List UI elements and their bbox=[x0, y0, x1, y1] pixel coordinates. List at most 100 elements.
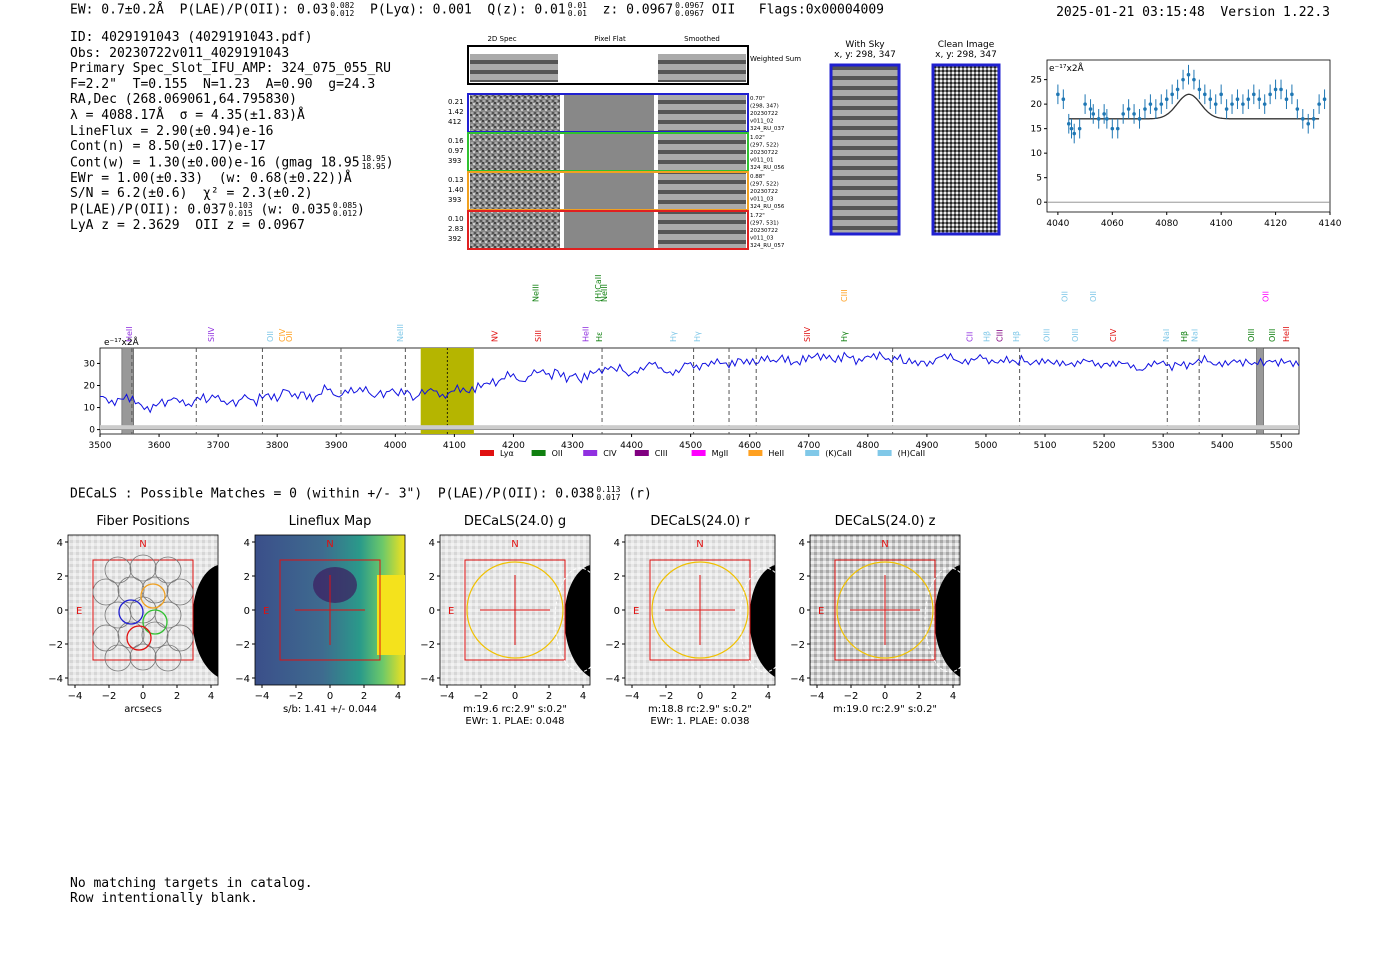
spectra-cutouts: 2D Spec Pixel Flat Smoothed Weighted Sum… bbox=[448, 35, 801, 250]
search-circle bbox=[651, 561, 749, 659]
panel-ytick-label: 2 bbox=[799, 572, 805, 583]
line-label: SiIV bbox=[803, 326, 812, 342]
source-ellipse bbox=[739, 567, 791, 673]
search-circle bbox=[466, 561, 564, 659]
line-label: OIII bbox=[1071, 329, 1080, 342]
zoom-point bbox=[1186, 72, 1191, 77]
panel-ytick-label: −4 bbox=[605, 674, 620, 685]
plae2-lo: 0.015 bbox=[228, 209, 253, 219]
cutout-smooth bbox=[658, 173, 746, 209]
z-lo: 0.0967 bbox=[675, 9, 704, 18]
line-label-upper: NeIII bbox=[600, 284, 609, 302]
plae-hi: 0.082 bbox=[330, 1, 355, 10]
info-line: S/N = 6.2(±0.6) χ² = 2.3(±0.2) bbox=[70, 186, 313, 202]
spec-xtick-label: 3500 bbox=[89, 441, 112, 451]
legend-label: CIII bbox=[655, 449, 668, 458]
fiber-circle bbox=[141, 621, 169, 649]
panel-caption: m:18.8 rc:2.9" s:0.2" bbox=[648, 704, 752, 715]
cutout-2d bbox=[470, 212, 560, 248]
fiber-circle bbox=[129, 643, 157, 671]
panel-ytick-label: −4 bbox=[235, 674, 250, 685]
line-label: Hγ bbox=[693, 331, 702, 342]
zoom-point bbox=[1203, 92, 1207, 97]
spec-xtick-label: 4000 bbox=[384, 441, 407, 451]
zoom-point bbox=[1192, 77, 1196, 82]
zoom-plot-area bbox=[1046, 59, 1331, 213]
panel-xtick-label: −4 bbox=[68, 691, 83, 702]
zoom-point bbox=[1290, 92, 1294, 97]
line-label: OII bbox=[285, 331, 294, 342]
panel-xtick-label: 4 bbox=[765, 691, 771, 702]
sky-images: With Sky x, y: 298, 347 Clean Image x, y… bbox=[829, 40, 1001, 236]
panel-xtick-label: 0 bbox=[697, 691, 703, 702]
zoom-point bbox=[1230, 102, 1234, 106]
line-label: HeII bbox=[1282, 326, 1291, 342]
north-label: N bbox=[326, 539, 333, 550]
zoom-point bbox=[1091, 112, 1096, 116]
zoom-point bbox=[1069, 126, 1074, 131]
spec-xtick-label: 4400 bbox=[620, 441, 643, 451]
panel-xtick-label: 2 bbox=[916, 691, 922, 702]
spec-xtick-label: 4300 bbox=[561, 441, 584, 451]
panel-ytick-label: 0 bbox=[57, 606, 63, 617]
plae3-lo: 0.012 bbox=[332, 209, 358, 219]
cutout-2d bbox=[470, 95, 560, 131]
line-label: NeIII bbox=[396, 324, 405, 342]
zoom-point bbox=[1322, 97, 1327, 102]
with-sky-image bbox=[829, 63, 901, 236]
zoom-point bbox=[1213, 102, 1218, 106]
legend-label: Lyα bbox=[500, 449, 514, 458]
zoom-point bbox=[1121, 112, 1125, 116]
panel-xtick-label: 4 bbox=[580, 691, 586, 702]
zoom-ytick-label: 5 bbox=[1036, 174, 1042, 184]
zoom-point bbox=[1077, 126, 1082, 131]
spec-xtick-label: 4700 bbox=[797, 441, 820, 451]
panel-xtick-label: −2 bbox=[844, 691, 859, 702]
panel-title: DECaLS(24.0) g bbox=[464, 514, 566, 529]
north-label: N bbox=[696, 539, 703, 550]
north-label: N bbox=[139, 539, 146, 550]
line-label: NaI bbox=[1162, 329, 1171, 342]
cutout-right-label: 20230722 bbox=[750, 150, 778, 156]
zoom-xtick-label: 4120 bbox=[1264, 219, 1287, 229]
footer-line: No matching targets in catalog. bbox=[70, 876, 313, 891]
zoom-xtick-label: 4100 bbox=[1210, 219, 1233, 229]
spec-ytick-label: 20 bbox=[84, 381, 96, 391]
qz-lo: 0.01 bbox=[567, 9, 587, 18]
summary-text: EW: 0.7±0.2Å P(LAE)/P(OII): 0.03 bbox=[70, 2, 329, 18]
panel-ytick-label: 4 bbox=[244, 538, 250, 549]
aperture-box bbox=[834, 559, 936, 661]
cutout-left-label: 0.97 bbox=[448, 147, 464, 155]
aperture-box bbox=[92, 559, 194, 661]
cutout-smooth bbox=[658, 134, 746, 170]
line-label: Hε bbox=[595, 332, 604, 342]
spec-xtick-label: 5300 bbox=[1152, 441, 1175, 451]
panel-xtick-label: −4 bbox=[810, 691, 825, 702]
cutout-left-label: 392 bbox=[448, 235, 461, 243]
clean-sub: x, y: 298, 347 bbox=[935, 50, 997, 60]
zoom-point bbox=[1143, 107, 1147, 111]
z-hi: 0.0967 bbox=[675, 1, 704, 10]
zoom-point bbox=[1061, 97, 1066, 102]
panel-ytick-label: 2 bbox=[429, 572, 435, 583]
panel-ytick-label: 4 bbox=[614, 538, 620, 549]
east-label: E bbox=[633, 606, 639, 617]
cutout-right-label: (297, 522) bbox=[750, 182, 779, 188]
plae-text: P(LAE)/P(OII): 0.037 bbox=[70, 202, 227, 218]
info-line-plae: P(LAE)/P(OII): 0.037 0.103 0.015 (w: 0.035… bbox=[70, 201, 365, 219]
line-label: Hβ bbox=[1012, 331, 1021, 342]
cutout-left-label: 1.42 bbox=[448, 108, 464, 116]
east-label: E bbox=[448, 606, 454, 617]
panel-ytick-label: −2 bbox=[235, 640, 250, 651]
search-circle bbox=[836, 561, 934, 659]
line-label: NaI bbox=[1190, 329, 1199, 342]
panel-ytick-label: 2 bbox=[244, 572, 250, 583]
zoom-point bbox=[1159, 102, 1164, 106]
col-title-flat: Pixel Flat bbox=[594, 35, 626, 43]
panel-xtick-label: 2 bbox=[546, 691, 552, 702]
cutout-left-label: 393 bbox=[448, 196, 461, 204]
spec-ytick-label: 0 bbox=[89, 426, 95, 436]
spec-xtick-label: 3900 bbox=[325, 441, 348, 451]
plae3-hi: 0.085 bbox=[332, 201, 358, 211]
cutout-right-label: v011_02 bbox=[750, 119, 774, 125]
